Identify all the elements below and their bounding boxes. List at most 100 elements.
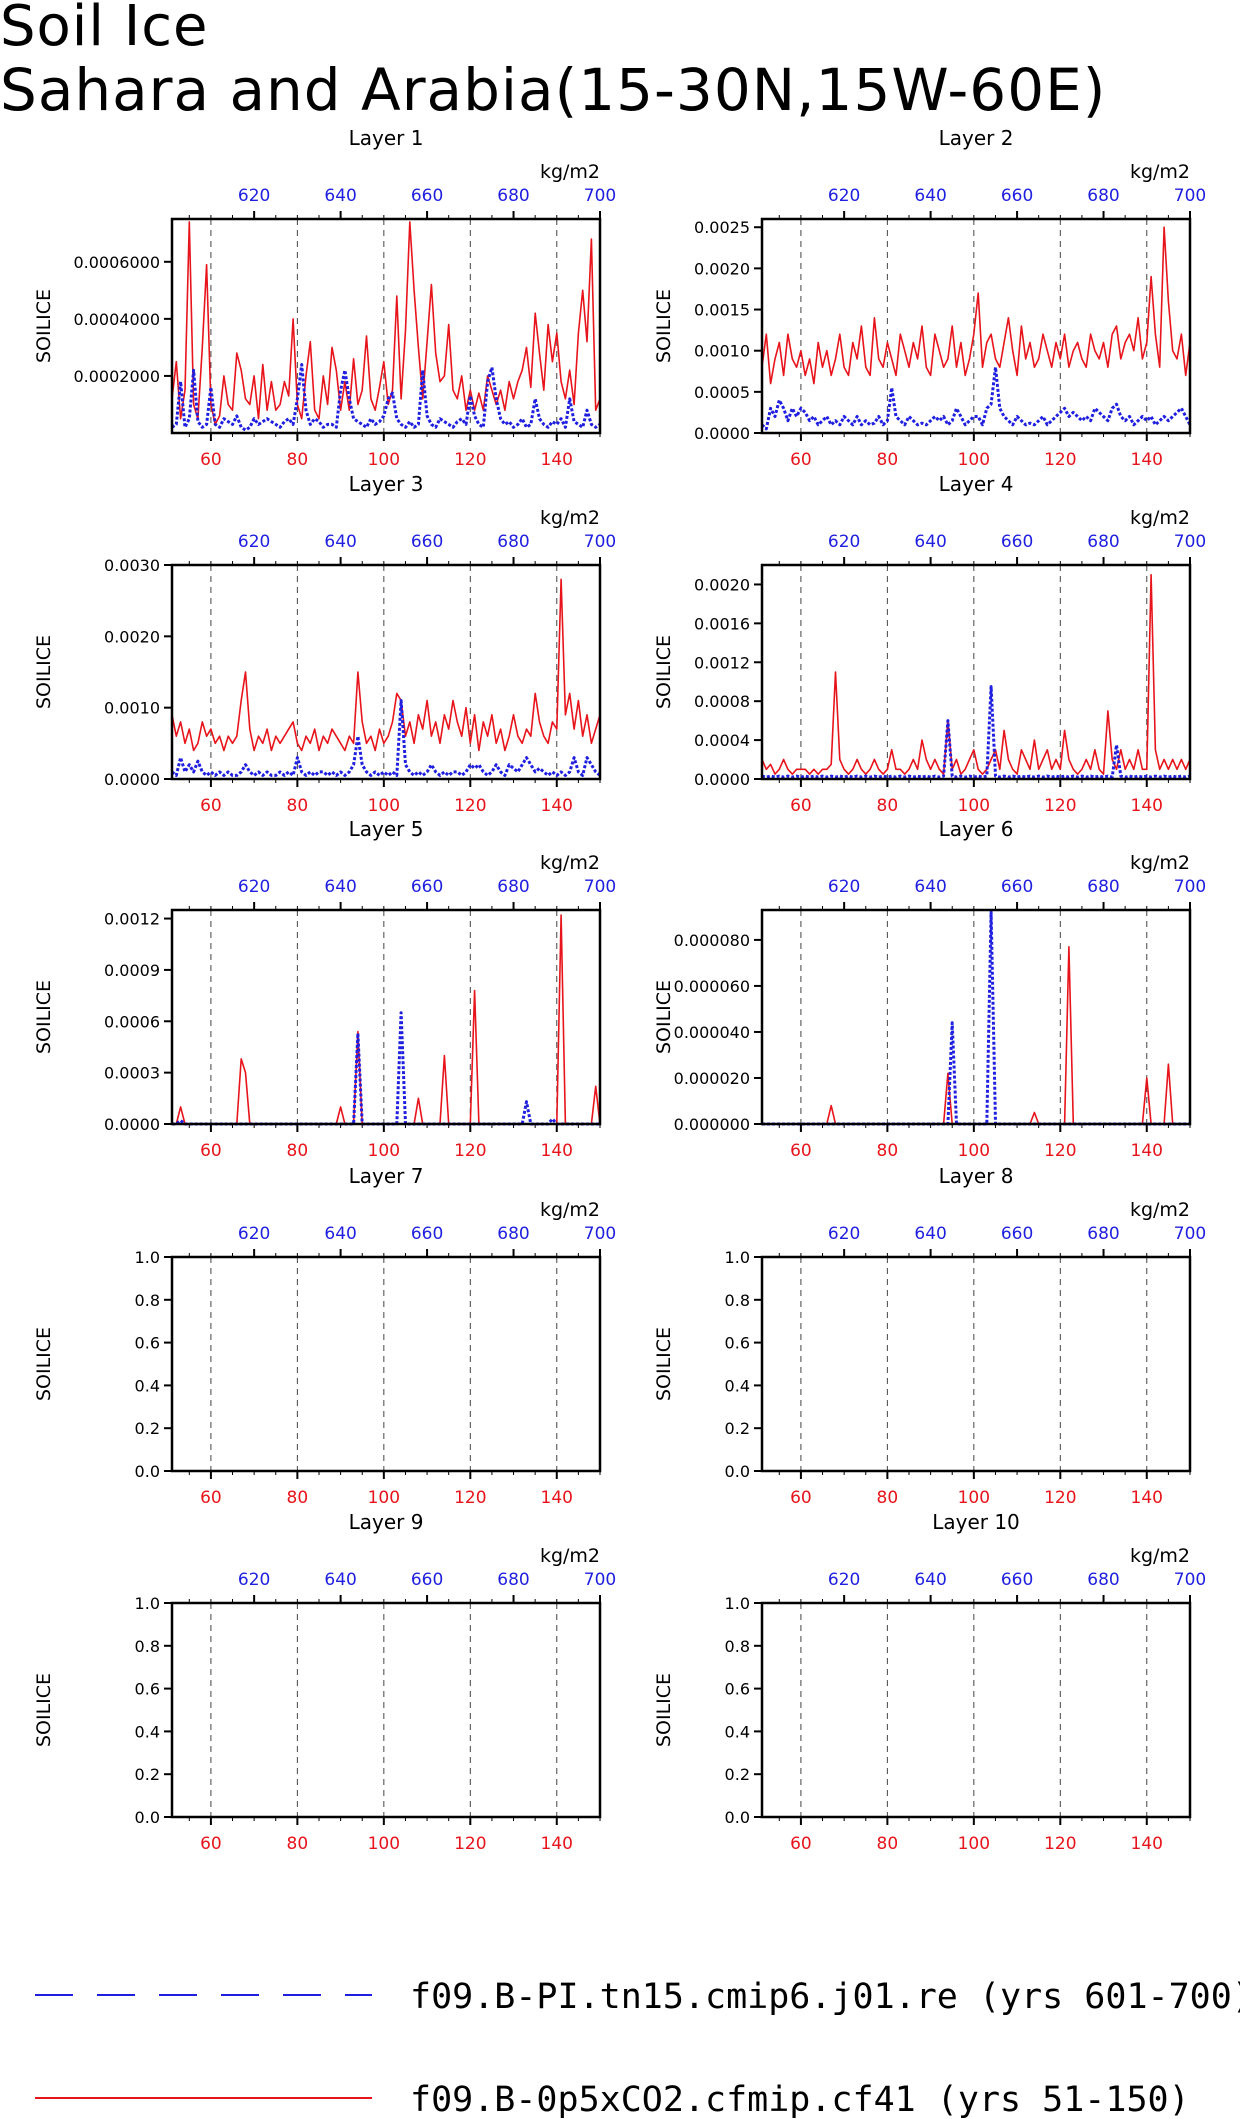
x-tick-label: 60 <box>790 1141 812 1161</box>
y-axis-label: SOILICE <box>33 635 55 709</box>
y-axis-label: SOILICE <box>33 1673 55 1747</box>
top-tick-label: 620 <box>238 1224 270 1244</box>
y-axis-label: SOILICE <box>653 635 675 709</box>
top-tick-label: 620 <box>828 1570 860 1590</box>
x-tick-label: 60 <box>790 1834 812 1854</box>
top-tick-label: 660 <box>411 1570 443 1590</box>
x-tick-label: 80 <box>287 1834 309 1854</box>
top-tick-label: 680 <box>1087 1224 1119 1244</box>
x-tick-label: 60 <box>200 796 222 816</box>
y-tick-label: 0.2 <box>725 1765 750 1784</box>
x-tick-label: 140 <box>1131 796 1163 816</box>
series-line-blue <box>760 365 1192 431</box>
y-tick-label: 0.2 <box>135 1419 160 1438</box>
series-line-red <box>761 226 1191 385</box>
panel-title: Layer 5 <box>349 817 424 841</box>
x-tick-label: 100 <box>958 1141 990 1161</box>
chart-panel-1: Layer 1 kg/m2 SOILICE 60 80 100 120 140 620 640 66… <box>33 126 616 470</box>
top-tick-label: 680 <box>1087 186 1119 206</box>
top-tick-label: 700 <box>1174 186 1206 206</box>
y-tick-label: 0.2 <box>135 1765 160 1784</box>
x-tick-label: 80 <box>287 796 309 816</box>
x-tick-label: 80 <box>877 1488 899 1508</box>
top-tick-label: 660 <box>1001 1570 1033 1590</box>
y-tick-label: 0.0008 <box>694 692 750 711</box>
top-tick-label: 680 <box>1087 877 1119 897</box>
top-tick-label: 640 <box>324 1570 356 1590</box>
top-tick-label: 680 <box>497 532 529 552</box>
y-tick-label: 0.0006000 <box>73 253 160 272</box>
y-tick-label: 0.000020 <box>674 1069 750 1088</box>
top-axis-unit: kg/m2 <box>1130 1199 1190 1221</box>
x-tick-label: 80 <box>877 1834 899 1854</box>
chart-panel-6: Layer 6 kg/m2 SOILICE 60 80 100 120 140 620 640 66… <box>653 817 1206 1161</box>
x-tick-label: 120 <box>454 796 486 816</box>
chart-panel-9: Layer 9 kg/m2 SOILICE 60 80 100 120 140 620 640 66… <box>33 1510 616 1854</box>
y-tick-label: 0.0 <box>135 1462 160 1481</box>
top-axis-unit: kg/m2 <box>1130 161 1190 183</box>
x-tick-label: 60 <box>790 450 812 470</box>
x-tick-label: 140 <box>1131 1834 1163 1854</box>
y-tick-label: 0.4 <box>135 1376 160 1395</box>
top-tick-label: 620 <box>238 1570 270 1590</box>
top-tick-label: 700 <box>1174 1224 1206 1244</box>
top-tick-label: 700 <box>584 1570 616 1590</box>
y-axis-label: SOILICE <box>33 289 55 363</box>
x-tick-label: 120 <box>1044 1488 1076 1508</box>
series-line-red <box>761 573 1191 775</box>
series-line-blue <box>762 910 1190 1126</box>
y-tick-label: 0.000000 <box>674 1115 750 1134</box>
x-tick-label: 100 <box>368 1141 400 1161</box>
y-tick-label: 1.0 <box>135 1594 160 1613</box>
top-axis-unit: kg/m2 <box>540 161 600 183</box>
y-tick-label: 0.0005 <box>694 383 750 402</box>
top-axis-unit: kg/m2 <box>540 852 600 874</box>
x-tick-label: 120 <box>454 1141 486 1161</box>
panel-title: Layer 2 <box>939 126 1014 150</box>
series-line-blue <box>761 685 1191 779</box>
x-tick-label: 80 <box>287 1488 309 1508</box>
top-tick-label: 620 <box>828 877 860 897</box>
x-tick-label: 100 <box>368 450 400 470</box>
top-tick-label: 700 <box>584 186 616 206</box>
chart-panel-2: Layer 2 kg/m2 SOILICE 60 80 100 120 140 620 640 66… <box>653 126 1206 470</box>
top-axis-unit: kg/m2 <box>1130 507 1190 529</box>
x-tick-label: 120 <box>454 1834 486 1854</box>
top-axis-unit: kg/m2 <box>1130 1545 1190 1567</box>
top-tick-label: 660 <box>411 532 443 552</box>
top-tick-label: 620 <box>828 1224 860 1244</box>
chart-panel-10: Layer 10 kg/m2 SOILICE 60 80 100 120 140 620 640 6… <box>653 1510 1206 1854</box>
y-tick-label: 0.0012 <box>694 653 750 672</box>
y-tick-label: 0.0002000 <box>73 367 160 386</box>
y-axis-label: SOILICE <box>653 1673 675 1747</box>
top-tick-label: 700 <box>1174 1570 1206 1590</box>
x-tick-label: 140 <box>541 1488 573 1508</box>
y-tick-label: 0.2 <box>725 1419 750 1438</box>
page-title: Soil Ice <box>0 0 209 59</box>
y-tick-label: 0.0020 <box>104 627 160 646</box>
plot-frame <box>170 908 602 1126</box>
top-tick-label: 680 <box>497 1570 529 1590</box>
top-tick-label: 660 <box>411 1224 443 1244</box>
y-tick-label: 0.0004 <box>694 731 750 750</box>
y-tick-label: 0.0003 <box>104 1064 160 1083</box>
x-tick-label: 140 <box>541 796 573 816</box>
y-axis-label: SOILICE <box>653 980 675 1054</box>
plot-frame <box>760 908 1192 1126</box>
x-tick-label: 100 <box>368 796 400 816</box>
y-tick-label: 0.0000 <box>694 770 750 789</box>
x-tick-label: 140 <box>541 450 573 470</box>
y-tick-label: 1.0 <box>725 1594 750 1613</box>
top-tick-label: 700 <box>584 532 616 552</box>
x-tick-label: 120 <box>1044 450 1076 470</box>
y-tick-label: 0.000060 <box>674 977 750 996</box>
x-tick-label: 140 <box>1131 1141 1163 1161</box>
plot-frame <box>760 1601 1192 1819</box>
x-tick-label: 100 <box>368 1488 400 1508</box>
y-tick-label: 0.0020 <box>694 259 750 278</box>
y-tick-label: 0.4 <box>725 1722 750 1741</box>
top-tick-label: 620 <box>238 877 270 897</box>
x-tick-label: 140 <box>1131 1488 1163 1508</box>
top-tick-label: 640 <box>914 1570 946 1590</box>
x-tick-label: 60 <box>200 1141 222 1161</box>
